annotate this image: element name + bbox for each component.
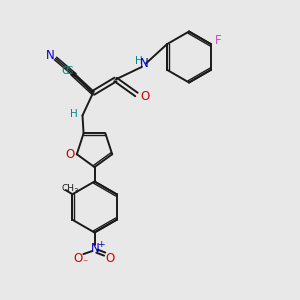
Text: 3: 3 xyxy=(73,188,77,194)
Text: F: F xyxy=(215,34,222,46)
Text: O: O xyxy=(66,148,75,161)
Text: C: C xyxy=(62,65,69,76)
Text: N: N xyxy=(46,49,55,62)
Text: O: O xyxy=(140,89,149,103)
Text: CH: CH xyxy=(62,184,75,193)
Text: H: H xyxy=(135,56,142,66)
Text: ⁻: ⁻ xyxy=(82,259,87,269)
Text: O: O xyxy=(106,252,115,265)
Text: +: + xyxy=(98,240,105,249)
Text: N: N xyxy=(140,56,149,70)
Text: O: O xyxy=(74,252,82,265)
Text: H: H xyxy=(70,109,77,119)
Text: C: C xyxy=(65,66,73,76)
Text: N: N xyxy=(91,242,100,255)
